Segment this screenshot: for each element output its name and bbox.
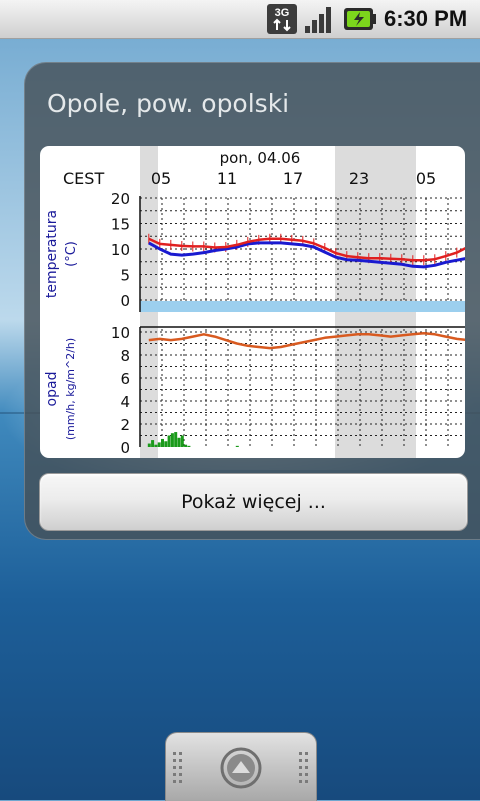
hour-tick-label: 05 xyxy=(416,169,436,188)
precip-top-line xyxy=(148,331,465,350)
precipitation-tick-label: 8 xyxy=(120,347,130,365)
status-bar: 3G 6:30 PM xyxy=(0,0,480,39)
precipitation-unit-label: (mm/h, kg/m^2/h) xyxy=(64,338,77,440)
precipitation-tick-label: 6 xyxy=(120,370,130,388)
hour-tick-label: 11 xyxy=(217,169,237,188)
location-title: Opole, pow. opolski xyxy=(47,89,290,118)
precipitation-tick-label: 0 xyxy=(120,439,130,457)
chevron-up-icon[interactable] xyxy=(220,747,262,789)
date-label: pon, 04.06 xyxy=(220,149,301,167)
precip-bar xyxy=(180,435,184,447)
precipitation-tick-label: 2 xyxy=(120,416,130,434)
precip-bar xyxy=(151,440,155,447)
app-drawer-handle[interactable] xyxy=(165,732,317,801)
temperature-axis-label: temperatura xyxy=(44,210,60,298)
sensed-temperature-line xyxy=(148,241,465,269)
temperature-tick-label: 20 xyxy=(111,190,130,208)
precip-bar xyxy=(177,437,181,447)
precip-bar xyxy=(161,438,164,447)
signal-strength-icon xyxy=(305,7,331,33)
temperature-tick-label: 5 xyxy=(120,267,130,285)
precip-bar xyxy=(170,433,174,447)
temperature-line xyxy=(148,237,465,262)
temperature-tick-label: 0 xyxy=(120,292,130,310)
precip-bar xyxy=(184,444,188,447)
precip-bar xyxy=(157,442,161,447)
hour-tick-label: 05 xyxy=(151,169,171,188)
precip-bar xyxy=(174,432,178,447)
hour-tick-label: 23 xyxy=(349,169,369,188)
precip-bar xyxy=(235,445,239,447)
precipitation-axis-label: opad xyxy=(44,372,60,407)
grip-dots-icon xyxy=(299,752,308,783)
precipitation-tick-label: 10 xyxy=(111,324,130,342)
grip-dots-icon xyxy=(173,752,182,783)
temperature-tick-label: 10 xyxy=(111,241,130,259)
network-type-label: 3G xyxy=(275,7,290,19)
precip-bar xyxy=(167,435,171,447)
battery-charging-icon xyxy=(344,8,376,30)
temperature-tick-label: 15 xyxy=(111,216,130,234)
hour-tick-label: 17 xyxy=(283,169,303,188)
show-more-button[interactable]: Pokaż więcej ... xyxy=(39,473,468,531)
precip-bar xyxy=(187,445,191,447)
precip-bar xyxy=(164,441,168,447)
precip-bar xyxy=(147,443,151,447)
timezone-label: CEST xyxy=(63,169,104,188)
weather-widget[interactable]: Opole, pow. opolski CEST pon, 04.06 05 11… xyxy=(24,62,480,540)
status-clock: 6:30 PM xyxy=(384,6,468,31)
precip-bar xyxy=(154,444,158,447)
temperature-unit-label: (°C) xyxy=(64,241,79,267)
precipitation-tick-label: 4 xyxy=(120,393,130,411)
freezing-band xyxy=(140,301,465,312)
3g-data-icon: 3G xyxy=(267,4,297,34)
